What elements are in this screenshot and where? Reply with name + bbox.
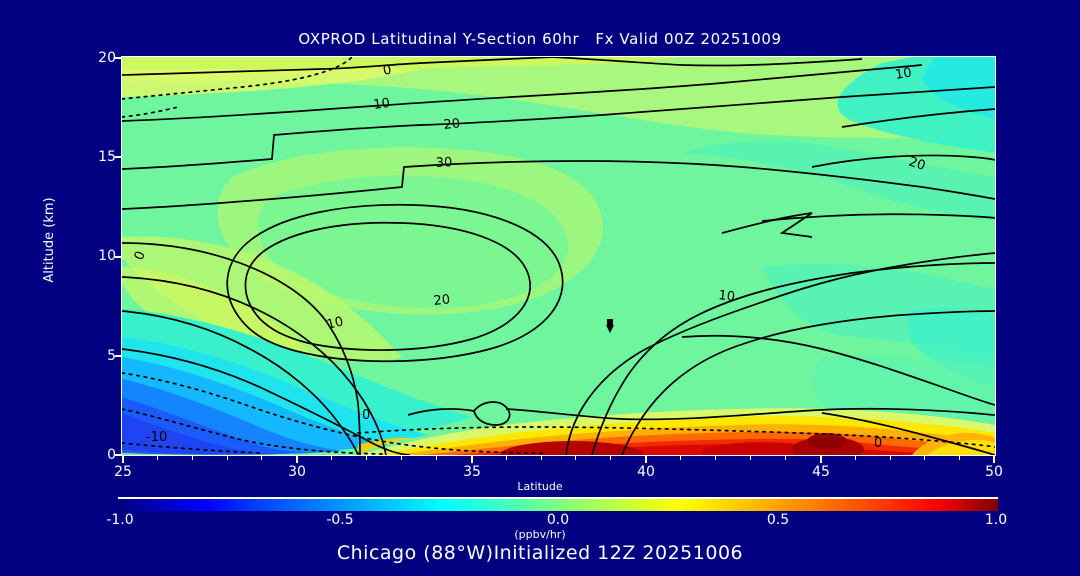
x-minor-tick	[785, 455, 786, 460]
x-tickmark-40	[645, 455, 647, 463]
x-minor-tick	[890, 455, 891, 460]
x-minor-tick	[575, 455, 576, 460]
y-tickmark-10	[115, 256, 122, 258]
y-tickmark-0	[115, 454, 122, 456]
x-minor-tick	[610, 455, 611, 460]
x-tickmark-45	[820, 455, 822, 463]
colorbar-tick-zero: 0.0	[546, 512, 570, 528]
contour-label-20-right: 20	[907, 155, 927, 174]
contour-label-10-left: 10	[325, 314, 345, 333]
x-tick-25: 25	[114, 464, 132, 480]
x-minor-tick	[331, 455, 332, 460]
colorbar-tick-min: -1.0	[106, 512, 134, 528]
x-minor-tick	[680, 455, 681, 460]
x-minor-tick	[366, 455, 367, 460]
contour-label-30-top: 30	[435, 155, 452, 171]
x-tickmark-25	[122, 455, 124, 463]
contour-label-10-right: 10	[718, 288, 736, 305]
colorbar	[118, 497, 998, 511]
contour-label-neg10: -10	[146, 430, 167, 445]
x-tickmark-50	[993, 455, 995, 463]
contour-label-20-top: 20	[443, 116, 461, 133]
colorbar-units: (ppbv/hr)	[514, 528, 566, 541]
y-tick-5: 5	[107, 348, 116, 364]
contour-label-20-left: 20	[433, 292, 451, 309]
x-minor-tick	[855, 455, 856, 460]
contour-label-0-right: 0	[874, 436, 882, 451]
x-minor-tick	[924, 455, 925, 460]
contour-label-0-top: 0	[382, 63, 393, 79]
y-tick-10: 10	[98, 248, 116, 264]
chart-title: OXPROD Latitudinal Y-Section 60hr Fx Val…	[298, 30, 782, 48]
colorbar-tick-half: 0.5	[766, 512, 790, 528]
y-tick-0: 0	[107, 447, 116, 463]
y-tick-20: 20	[98, 50, 116, 66]
x-tick-50: 50	[985, 464, 1003, 480]
x-tick-45: 45	[812, 464, 830, 480]
plot-area: 0 10 20 30 0 10 20 10 10 20 0 -10 0	[121, 56, 996, 456]
contour-label-10-top: 10	[372, 96, 390, 113]
x-minor-tick	[436, 455, 437, 460]
x-minor-tick	[541, 455, 542, 460]
x-tickmark-30	[296, 455, 298, 463]
x-minor-tick	[261, 455, 262, 460]
x-minor-tick	[157, 455, 158, 460]
x-minor-tick	[192, 455, 193, 460]
x-minor-tick	[227, 455, 228, 460]
x-minor-tick	[506, 455, 507, 460]
x-tick-35: 35	[463, 464, 481, 480]
cross-section-field: 0 10 20 30 0 10 20 10 10 20 0 -10 0	[122, 57, 995, 455]
x-minor-tick	[715, 455, 716, 460]
contour-label-0-lower: 0	[362, 408, 370, 423]
x-minor-tick	[750, 455, 751, 460]
x-tick-30: 30	[288, 464, 306, 480]
x-tickmark-35	[471, 455, 473, 463]
y-tick-15: 15	[98, 149, 116, 165]
x-axis-label: Latitude	[517, 480, 563, 493]
y-axis-label: Altitude (km)	[42, 197, 57, 283]
x-minor-tick	[401, 455, 402, 460]
x-minor-tick	[959, 455, 960, 460]
y-tickmark-20	[115, 57, 122, 59]
y-tickmark-5	[115, 355, 122, 357]
contour-label-10-upperright: 10	[894, 65, 913, 83]
footer-caption: Chicago (88°W)Initialized 12Z 20251006	[336, 542, 744, 564]
y-tickmark-15	[115, 156, 122, 158]
colorbar-tick-neghalf: -0.5	[326, 512, 354, 528]
x-tick-40: 40	[637, 464, 655, 480]
colorbar-tick-max: 1.0	[984, 512, 1008, 528]
